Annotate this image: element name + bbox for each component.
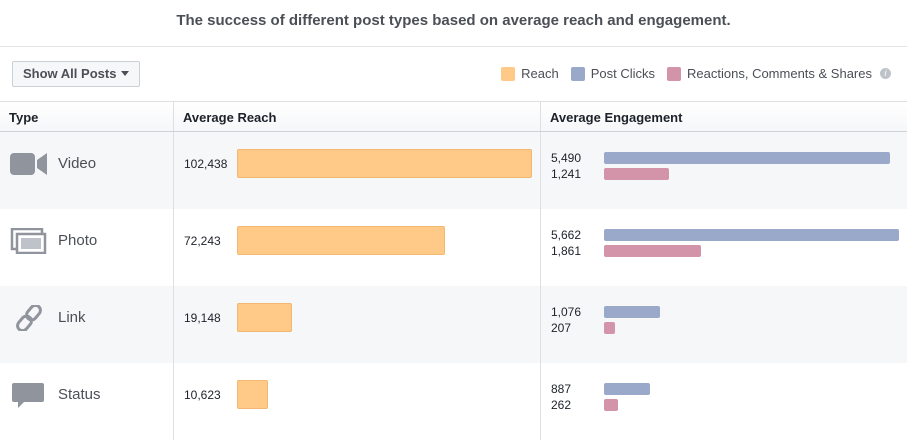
engagement-cell: 887 262 xyxy=(540,363,907,440)
legend-label: Reactions, Comments & Shares xyxy=(687,66,872,81)
header-average-reach: Average Reach xyxy=(173,102,540,131)
post-clicks-bar xyxy=(604,306,661,318)
reactions-value: 1,861 xyxy=(551,244,582,258)
post-clicks-swatch xyxy=(570,66,585,81)
photo-icon xyxy=(10,227,47,254)
dropdown-label: Show All Posts xyxy=(23,66,117,81)
reach-value: 19,148 xyxy=(184,310,221,325)
reach-bar xyxy=(237,226,446,255)
reactions-value: 1,241 xyxy=(551,167,582,181)
post-clicks-value: 5,662 xyxy=(551,228,582,242)
type-label: Video xyxy=(58,155,97,172)
reach-value: 72,243 xyxy=(184,233,221,248)
table-row: Link 19,148 1,076 207 xyxy=(0,286,907,363)
engagement-cell: 5,662 1,861 xyxy=(540,209,907,286)
video-camera-icon xyxy=(10,152,47,175)
type-cell: Status xyxy=(0,363,173,440)
table-row: Photo 72,243 5,662 1,861 xyxy=(0,209,907,286)
type-cell: Link xyxy=(0,286,173,363)
header-type: Type xyxy=(9,110,39,125)
header-average-engagement: Average Engagement xyxy=(540,102,907,131)
reactions-bar xyxy=(604,245,701,257)
info-icon[interactable]: i xyxy=(880,68,891,79)
post-clicks-value: 887 xyxy=(551,382,572,396)
type-label: Photo xyxy=(58,232,98,249)
table-row: Status 10,623 887 262 xyxy=(0,363,907,440)
table-header: Type Average Reach Average Engagement xyxy=(0,101,907,132)
link-icon xyxy=(16,304,42,331)
table-row: Video 102,438 5,490 1,241 xyxy=(0,132,907,209)
reach-cell: 102,438 xyxy=(173,132,540,209)
post-clicks-bar xyxy=(604,383,651,395)
type-cell: Photo xyxy=(0,209,173,286)
caret-down-icon xyxy=(121,71,130,76)
reactions-bar xyxy=(604,322,615,334)
reach-bar xyxy=(237,380,268,409)
post-clicks-bar xyxy=(604,152,891,164)
post-types-table: Type Average Reach Average Engagement Vi… xyxy=(0,101,907,440)
reactions-bar xyxy=(604,399,618,411)
page-title: The success of different post types base… xyxy=(176,12,731,29)
engagement-cell: 1,076 207 xyxy=(540,286,907,363)
legend-label: Reach xyxy=(521,66,559,81)
reach-value: 10,623 xyxy=(184,387,221,402)
post-clicks-bar xyxy=(604,229,899,241)
legend-reactions: Reactions, Comments & Shares i xyxy=(667,66,891,81)
reactions-bar xyxy=(604,168,669,180)
divider xyxy=(0,46,907,47)
reactions-swatch xyxy=(667,66,682,81)
type-label: Link xyxy=(58,309,86,326)
reach-cell: 72,243 xyxy=(173,209,540,286)
show-all-posts-dropdown[interactable]: Show All Posts xyxy=(12,61,141,87)
engagement-cell: 5,490 1,241 xyxy=(540,132,907,209)
legend: Reach Post Clicks Reactions, Comments & … xyxy=(501,66,891,81)
type-cell: Video xyxy=(0,132,173,209)
reach-bar xyxy=(237,303,293,332)
type-label: Status xyxy=(58,386,101,403)
legend-reach: Reach xyxy=(501,66,559,81)
reach-cell: 19,148 xyxy=(173,286,540,363)
status-bubble-icon xyxy=(12,382,44,408)
post-clicks-value: 5,490 xyxy=(551,151,582,165)
legend-post-clicks: Post Clicks xyxy=(570,66,656,81)
reach-value: 102,438 xyxy=(184,156,228,171)
post-clicks-value: 1,076 xyxy=(551,305,582,319)
reactions-value: 262 xyxy=(551,398,572,412)
legend-label: Post Clicks xyxy=(590,66,656,81)
reactions-value: 207 xyxy=(551,321,572,335)
reach-bar xyxy=(237,149,532,178)
reach-cell: 10,623 xyxy=(173,363,540,440)
reach-swatch xyxy=(501,66,516,81)
